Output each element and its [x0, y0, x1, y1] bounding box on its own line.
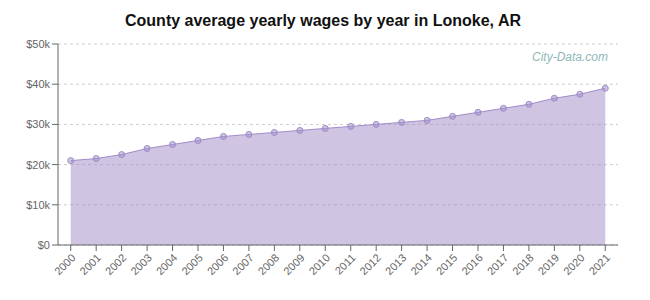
svg-text:2005: 2005	[179, 251, 205, 277]
svg-text:2003: 2003	[128, 251, 154, 277]
svg-text:2009: 2009	[281, 251, 307, 277]
html-text:City-Data.com: City-Data.com	[532, 50, 608, 64]
svg-text:2020: 2020	[561, 251, 587, 277]
svg-text:2017: 2017	[485, 251, 511, 277]
svg-text:2004: 2004	[154, 251, 180, 277]
svg-text:$50k: $50k	[26, 38, 50, 50]
svg-text:2013: 2013	[383, 251, 409, 277]
svg-text:$10k: $10k	[26, 199, 50, 211]
svg-text:2012: 2012	[357, 251, 383, 277]
svg-text:2010: 2010	[306, 251, 332, 277]
svg-text:2018: 2018	[510, 251, 536, 277]
svg-text:2007: 2007	[230, 251, 256, 277]
html-text:County average yearly wages by: County average yearly wages by year in L…	[125, 12, 521, 29]
svg-text:2000: 2000	[52, 251, 78, 277]
svg-text:2015: 2015	[434, 251, 460, 277]
svg-text:2008: 2008	[256, 251, 282, 277]
svg-text:2019: 2019	[536, 251, 562, 277]
svg-text:$30k: $30k	[26, 118, 50, 130]
svg-text:2001: 2001	[77, 251, 103, 277]
svg-text:$20k: $20k	[26, 159, 50, 171]
svg-text:2006: 2006	[205, 251, 231, 277]
svg-text:2021: 2021	[586, 251, 612, 277]
svg-text:2014: 2014	[408, 251, 434, 277]
svg-text:2011: 2011	[332, 251, 357, 276]
svg-text:$40k: $40k	[26, 78, 50, 90]
svg-text:2002: 2002	[103, 251, 129, 277]
svg-text:2016: 2016	[459, 251, 485, 277]
svg-text:$0: $0	[38, 239, 50, 251]
